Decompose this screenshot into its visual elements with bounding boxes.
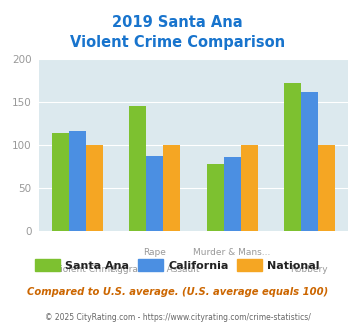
Bar: [129, 106, 146, 231]
Text: © 2025 CityRating.com - https://www.cityrating.com/crime-statistics/: © 2025 CityRating.com - https://www.city…: [45, 313, 310, 322]
Bar: [318, 145, 335, 231]
Bar: [163, 145, 180, 231]
Text: Rape: Rape: [143, 248, 166, 257]
Bar: [207, 164, 224, 231]
Text: Compared to U.S. average. (U.S. average equals 100): Compared to U.S. average. (U.S. average …: [27, 287, 328, 297]
Bar: [284, 82, 301, 231]
Bar: [301, 92, 318, 231]
Bar: [241, 145, 258, 231]
Text: All Violent Crime: All Violent Crime: [40, 265, 115, 274]
Text: Violent Crime Comparison: Violent Crime Comparison: [70, 35, 285, 50]
Text: Aggravated Assault: Aggravated Assault: [111, 265, 199, 274]
Text: Robbery: Robbery: [290, 265, 328, 274]
Bar: [69, 131, 86, 231]
Bar: [86, 145, 103, 231]
Bar: [224, 157, 241, 231]
Bar: [146, 156, 163, 231]
Bar: [52, 133, 69, 231]
Text: Murder & Mans...: Murder & Mans...: [193, 248, 271, 257]
Text: 2019 Santa Ana: 2019 Santa Ana: [112, 15, 243, 30]
Legend: Santa Ana, California, National: Santa Ana, California, National: [31, 255, 324, 276]
